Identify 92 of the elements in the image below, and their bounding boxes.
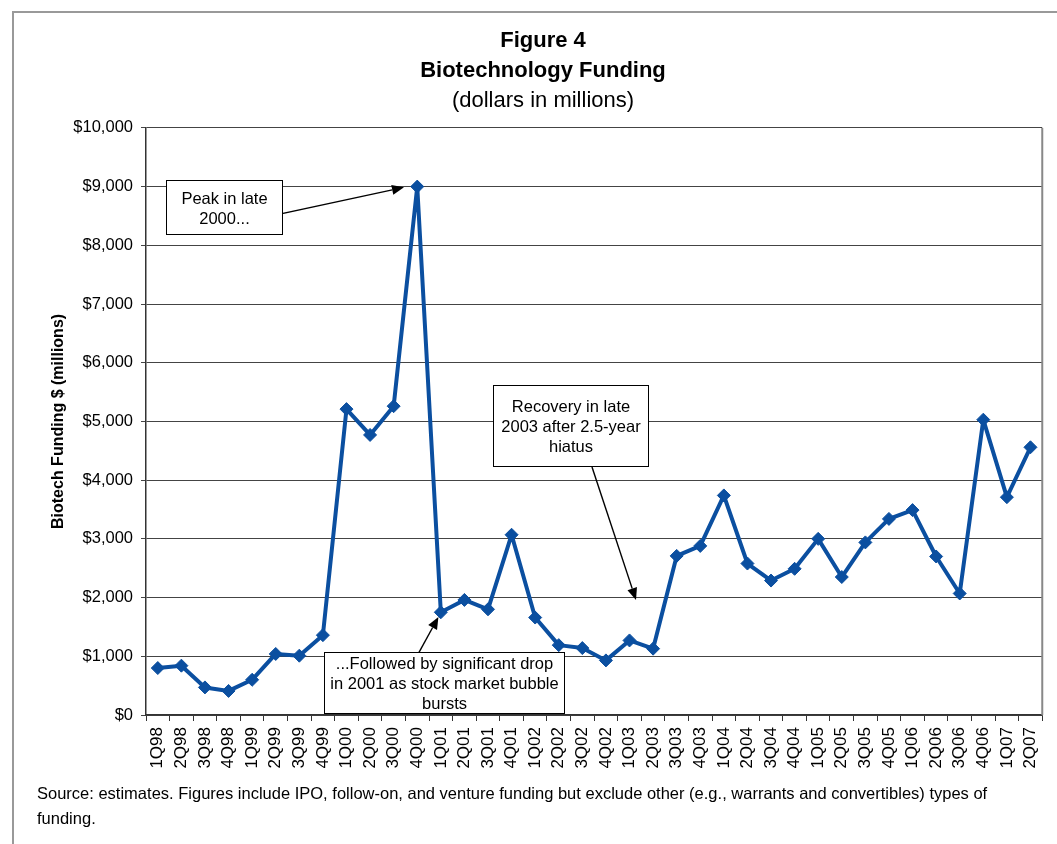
x-tick-label: 1Q07 [996,727,1016,769]
point [292,648,307,663]
x-tick-label: 3Q98 [194,727,214,769]
point [386,399,401,414]
x-tick-label: 4Q01 [501,727,521,769]
y-tick-label: $1,000 [82,645,133,664]
point [551,638,566,653]
x-tick-label: 3Q02 [572,727,592,769]
y-tick-label: $6,000 [82,352,133,371]
x-tick-label: 1Q00 [336,727,356,769]
x-tick-label: 3Q01 [477,727,497,769]
x-tick-label: 4Q98 [218,727,238,769]
y-tick-label: $4,000 [82,469,133,488]
x-tick-label: 3Q06 [949,727,969,769]
x-tick-label: 4Q00 [406,727,426,769]
point [929,549,944,564]
point [433,605,448,620]
point [693,538,708,553]
x-tick-label: 4Q99 [312,727,332,769]
x-tick-label: 4Q02 [595,727,615,769]
point [339,402,354,417]
point [1023,440,1038,455]
x-tick-label: 1Q98 [147,727,167,769]
x-tick-label: 1Q03 [619,727,639,769]
point [834,570,849,585]
x-tick-label: 1Q05 [807,727,827,769]
x-tick-label: 4Q03 [689,727,709,769]
x-tick-label: 3Q99 [289,727,308,769]
point [245,672,260,687]
point [881,511,896,526]
point [150,661,165,676]
point [764,573,779,588]
point [528,610,543,625]
y-tick-label: $8,000 [82,234,133,253]
x-tick-label: 2Q06 [925,727,945,769]
x-tick-label: 4Q04 [784,727,804,769]
x-tick-label: 1Q06 [902,727,922,769]
point [221,683,236,698]
chart-subtitle: (dollars in millions) [450,86,636,114]
point [622,633,637,648]
x-tick-label: 4Q05 [878,727,898,769]
x-tick-label: 3Q05 [855,727,875,769]
source-note: Source: estimates. Figures include IPO, follow-on, and venture funding but exclude other (e.g., warrants and convertibles) types of funding. [37,783,989,829]
point [480,602,495,617]
y-tick-label: $2,000 [82,587,133,606]
x-tick-label: 1Q02 [524,727,544,769]
x-tick-label: 2Q03 [642,727,662,769]
point [646,641,661,656]
point [504,527,519,542]
x-tick-label: 2Q04 [737,727,757,769]
x-tick-label: 3Q00 [383,727,403,769]
point [952,586,967,601]
x-tick-label: 1Q99 [241,727,261,769]
point [315,628,330,643]
point [669,548,684,563]
y-tick-label: $0 [114,704,133,723]
x-tick-label: 2Q01 [454,727,474,769]
y-tick-label: $3,000 [82,528,133,547]
x-tick-label: 2Q00 [359,727,379,769]
point [999,490,1014,505]
point [811,531,826,546]
annotation: Peak in late 2000... [180,187,269,228]
point [787,561,802,576]
point [268,646,283,661]
y-tick-label: $7,000 [82,293,133,312]
point [457,592,472,607]
y-axis-title: Biotech Funding $ (millions) [49,313,67,529]
x-tick-label: 1Q04 [713,727,733,769]
point [410,179,425,194]
point [740,556,755,571]
x-tick-label: 2Q07 [1020,727,1040,769]
y-tick-label: $5,000 [82,411,133,429]
y-tick-label: $9,000 [82,176,133,195]
x-tick-label: 2Q98 [171,727,191,769]
point [363,427,378,442]
annotation: Recovery in late 2003 after 2.5-year hiatus [500,396,642,456]
chart-title: Figure 4 Biotechnology Funding [419,26,667,84]
x-tick-label: 3Q03 [666,727,686,769]
point [858,535,873,550]
x-tick-label: 1Q01 [430,727,450,769]
point [575,641,590,656]
x-tick-label: 2Q02 [548,727,568,769]
x-tick-label: 3Q04 [760,727,780,769]
x-tick-label: 2Q99 [265,727,285,769]
point [716,488,731,503]
point [598,653,613,668]
x-tick-label: 4Q06 [972,727,992,769]
point [905,503,920,518]
point [197,680,212,695]
x-tick-label: 2Q05 [831,727,851,769]
point [174,658,189,673]
y-tick-label: $10,000 [73,117,133,136]
